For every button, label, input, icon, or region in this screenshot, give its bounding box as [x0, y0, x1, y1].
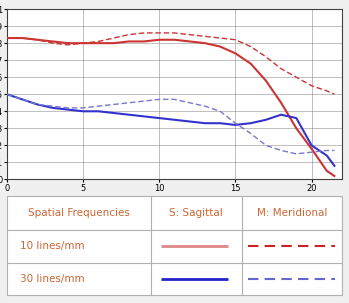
Text: M: Meridional: M: Meridional [257, 208, 327, 218]
Legend: S10, M10, S30, M30: S10, M10, S30, M30 [11, 201, 198, 216]
Text: 10 lines/mm: 10 lines/mm [20, 241, 85, 251]
Text: S: Sagittal: S: Sagittal [169, 208, 223, 218]
Text: 30 lines/mm: 30 lines/mm [20, 274, 85, 284]
Text: Spatial Frequencies: Spatial Frequencies [28, 208, 130, 218]
